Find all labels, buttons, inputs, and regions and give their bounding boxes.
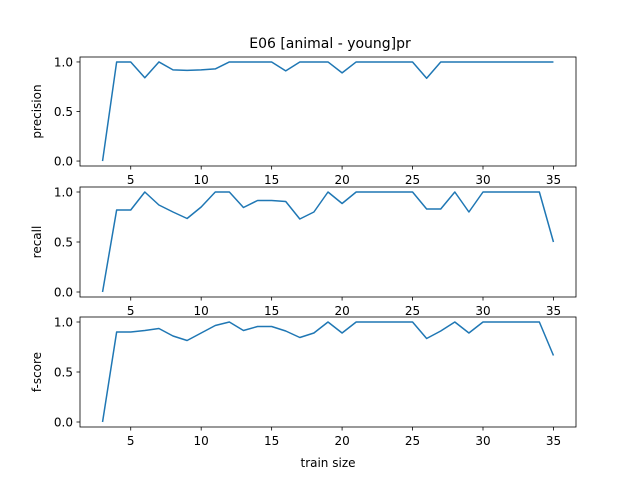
chart-title: E06 [animal - young]pr <box>249 36 411 52</box>
y-tick-label: 1.0 <box>54 186 73 200</box>
x-tick-label: 15 <box>264 434 279 448</box>
series-line-recall <box>101 191 555 293</box>
x-tick-label: 25 <box>405 434 420 448</box>
y-tick-label: 0.0 <box>54 155 73 169</box>
y-axis-label: recall <box>30 226 44 259</box>
y-tick-label: 0.5 <box>54 366 73 380</box>
x-tick-label: 10 <box>194 304 209 318</box>
y-axis-label: precision <box>30 84 44 138</box>
x-tick-label: 25 <box>405 304 420 318</box>
x-tick-label: 20 <box>334 304 349 318</box>
y-tick-label: 1.0 <box>54 55 73 69</box>
x-tick-label: 35 <box>546 173 561 187</box>
x-axis-label: train size <box>300 456 355 470</box>
x-tick-label: 20 <box>334 434 349 448</box>
y-axis-label: f-score <box>30 352 44 392</box>
x-tick-label: 35 <box>546 434 561 448</box>
y-tick-label: 1.0 <box>54 316 73 330</box>
series-line-f-score <box>101 321 555 423</box>
x-tick-label: 10 <box>194 173 209 187</box>
x-tick-label: 30 <box>475 304 490 318</box>
x-tick-label: 15 <box>264 173 279 187</box>
x-tick-label: 5 <box>127 173 135 187</box>
subplot-recall: 5 10 15 20 25 30 35 0.0 0.5 1.0 recall <box>30 186 577 318</box>
x-tick-label: 15 <box>264 304 279 318</box>
x-tick-label: 35 <box>546 304 561 318</box>
subplot-f-score: 5 10 15 20 25 30 35 0.0 0.5 1.0 f-score train size <box>30 316 577 470</box>
y-tick-label: 0.5 <box>54 236 73 250</box>
x-tick-label: 25 <box>405 173 420 187</box>
x-tick-label: 30 <box>475 434 490 448</box>
y-tick-label: 0.5 <box>54 105 73 119</box>
subplot-precision: 5 10 15 20 25 30 35 0.0 0.5 1.0 precision <box>30 55 577 187</box>
series-line-precision <box>101 61 554 162</box>
x-tick-label: 30 <box>475 173 490 187</box>
y-tick-label: 0.0 <box>54 286 73 300</box>
subplots: 5 10 15 20 25 30 35 0.0 0.5 1.0 precision 5 10 15 20 25… <box>30 55 577 470</box>
x-tick-label: 5 <box>127 304 135 318</box>
x-tick-label: 10 <box>194 434 209 448</box>
x-tick-label: 20 <box>334 173 349 187</box>
y-tick-label: 0.0 <box>54 416 73 430</box>
x-tick-label: 5 <box>127 434 135 448</box>
